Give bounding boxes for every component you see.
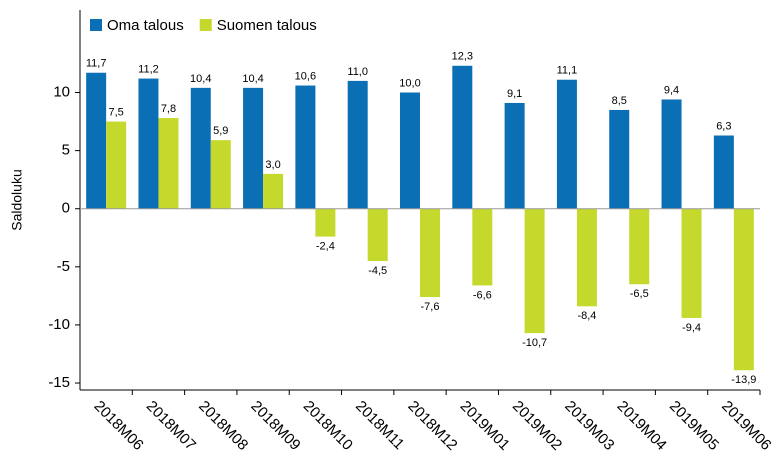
x-tick-label: 2018M10: [300, 398, 356, 454]
data-label: -6,5: [630, 288, 649, 300]
data-label: -10,7: [522, 337, 547, 349]
legend-swatch: [199, 19, 212, 31]
x-tick-label: 2018M09: [247, 398, 303, 454]
bar: [367, 208, 388, 262]
x-tick-label: 2019M03: [561, 398, 617, 454]
legend-label: Suomen talous: [217, 17, 317, 34]
bar: [576, 208, 597, 307]
bar: [733, 208, 754, 371]
x-tick-label: 2018M06: [91, 398, 147, 454]
data-label: 11,1: [557, 65, 578, 77]
data-label: 7,8: [161, 103, 176, 115]
bar: [86, 72, 107, 209]
y-tick-label: -15: [48, 374, 70, 391]
bar: [263, 173, 284, 209]
data-label: -7,6: [421, 301, 440, 313]
data-label: 5,9: [213, 125, 228, 137]
data-label: -9,4: [682, 322, 701, 334]
bar: [295, 85, 316, 209]
legend-label: Oma talous: [107, 17, 184, 34]
x-tick-label: 2019M04: [614, 398, 670, 454]
bar: [158, 118, 179, 209]
bar: [420, 208, 440, 298]
bar: [106, 121, 127, 209]
x-tick-label: 2019M01: [457, 398, 513, 454]
data-label: 7,5: [109, 106, 124, 118]
y-tick-label: -5: [57, 258, 70, 275]
data-label: 10,4: [190, 73, 211, 85]
data-label: 10,6: [295, 70, 316, 82]
data-label: -8,4: [577, 310, 596, 322]
y-tick-label: -10: [48, 316, 70, 333]
data-label: 3,0: [265, 159, 280, 171]
data-label: 10,0: [399, 77, 420, 89]
x-tick-label: 2018M08: [195, 398, 251, 454]
bar: [713, 135, 734, 209]
bar: [210, 140, 231, 209]
y-tick-label: 5: [62, 142, 70, 159]
data-label: -13,9: [731, 374, 756, 386]
data-label: -2,4: [316, 241, 335, 253]
x-tick-label: 2019M02: [509, 398, 565, 454]
bar: [138, 78, 159, 209]
bar: [400, 92, 420, 209]
bar: [472, 208, 493, 286]
bar: [315, 208, 336, 237]
bar: [504, 102, 525, 209]
y-axis-label: Saldoluku: [9, 169, 25, 231]
y-tick-label: 10: [53, 83, 70, 100]
data-label: 11,7: [86, 58, 107, 70]
x-tick-label: 2019M05: [666, 398, 722, 454]
x-tick-label: 2018M12: [404, 398, 460, 454]
data-label: 10,4: [242, 73, 263, 85]
x-tick-label: 2019M06: [718, 398, 772, 454]
x-tick-label: 2018M11: [352, 398, 407, 453]
data-label: 6,3: [716, 120, 731, 132]
data-label: -4,5: [368, 265, 387, 277]
bar: [629, 208, 650, 285]
data-label: 11,0: [347, 66, 368, 78]
bar: [681, 208, 702, 318]
y-tick-label: 0: [62, 200, 70, 217]
bar: [347, 80, 368, 209]
bar: [609, 109, 630, 209]
data-label: 9,4: [664, 84, 679, 96]
bar: [452, 65, 473, 209]
data-label: 9,1: [507, 88, 522, 100]
bar: [243, 87, 264, 209]
data-label: 12,3: [452, 51, 473, 63]
data-label: 8,5: [612, 95, 627, 107]
legend-swatch: [90, 19, 102, 31]
bar: [661, 99, 682, 209]
bar: [190, 87, 211, 209]
bar: [556, 79, 577, 209]
x-tick-label: 2018M07: [143, 398, 199, 454]
data-label: -6,6: [473, 289, 492, 301]
bar: [524, 208, 545, 334]
data-label: 11,2: [138, 63, 159, 75]
